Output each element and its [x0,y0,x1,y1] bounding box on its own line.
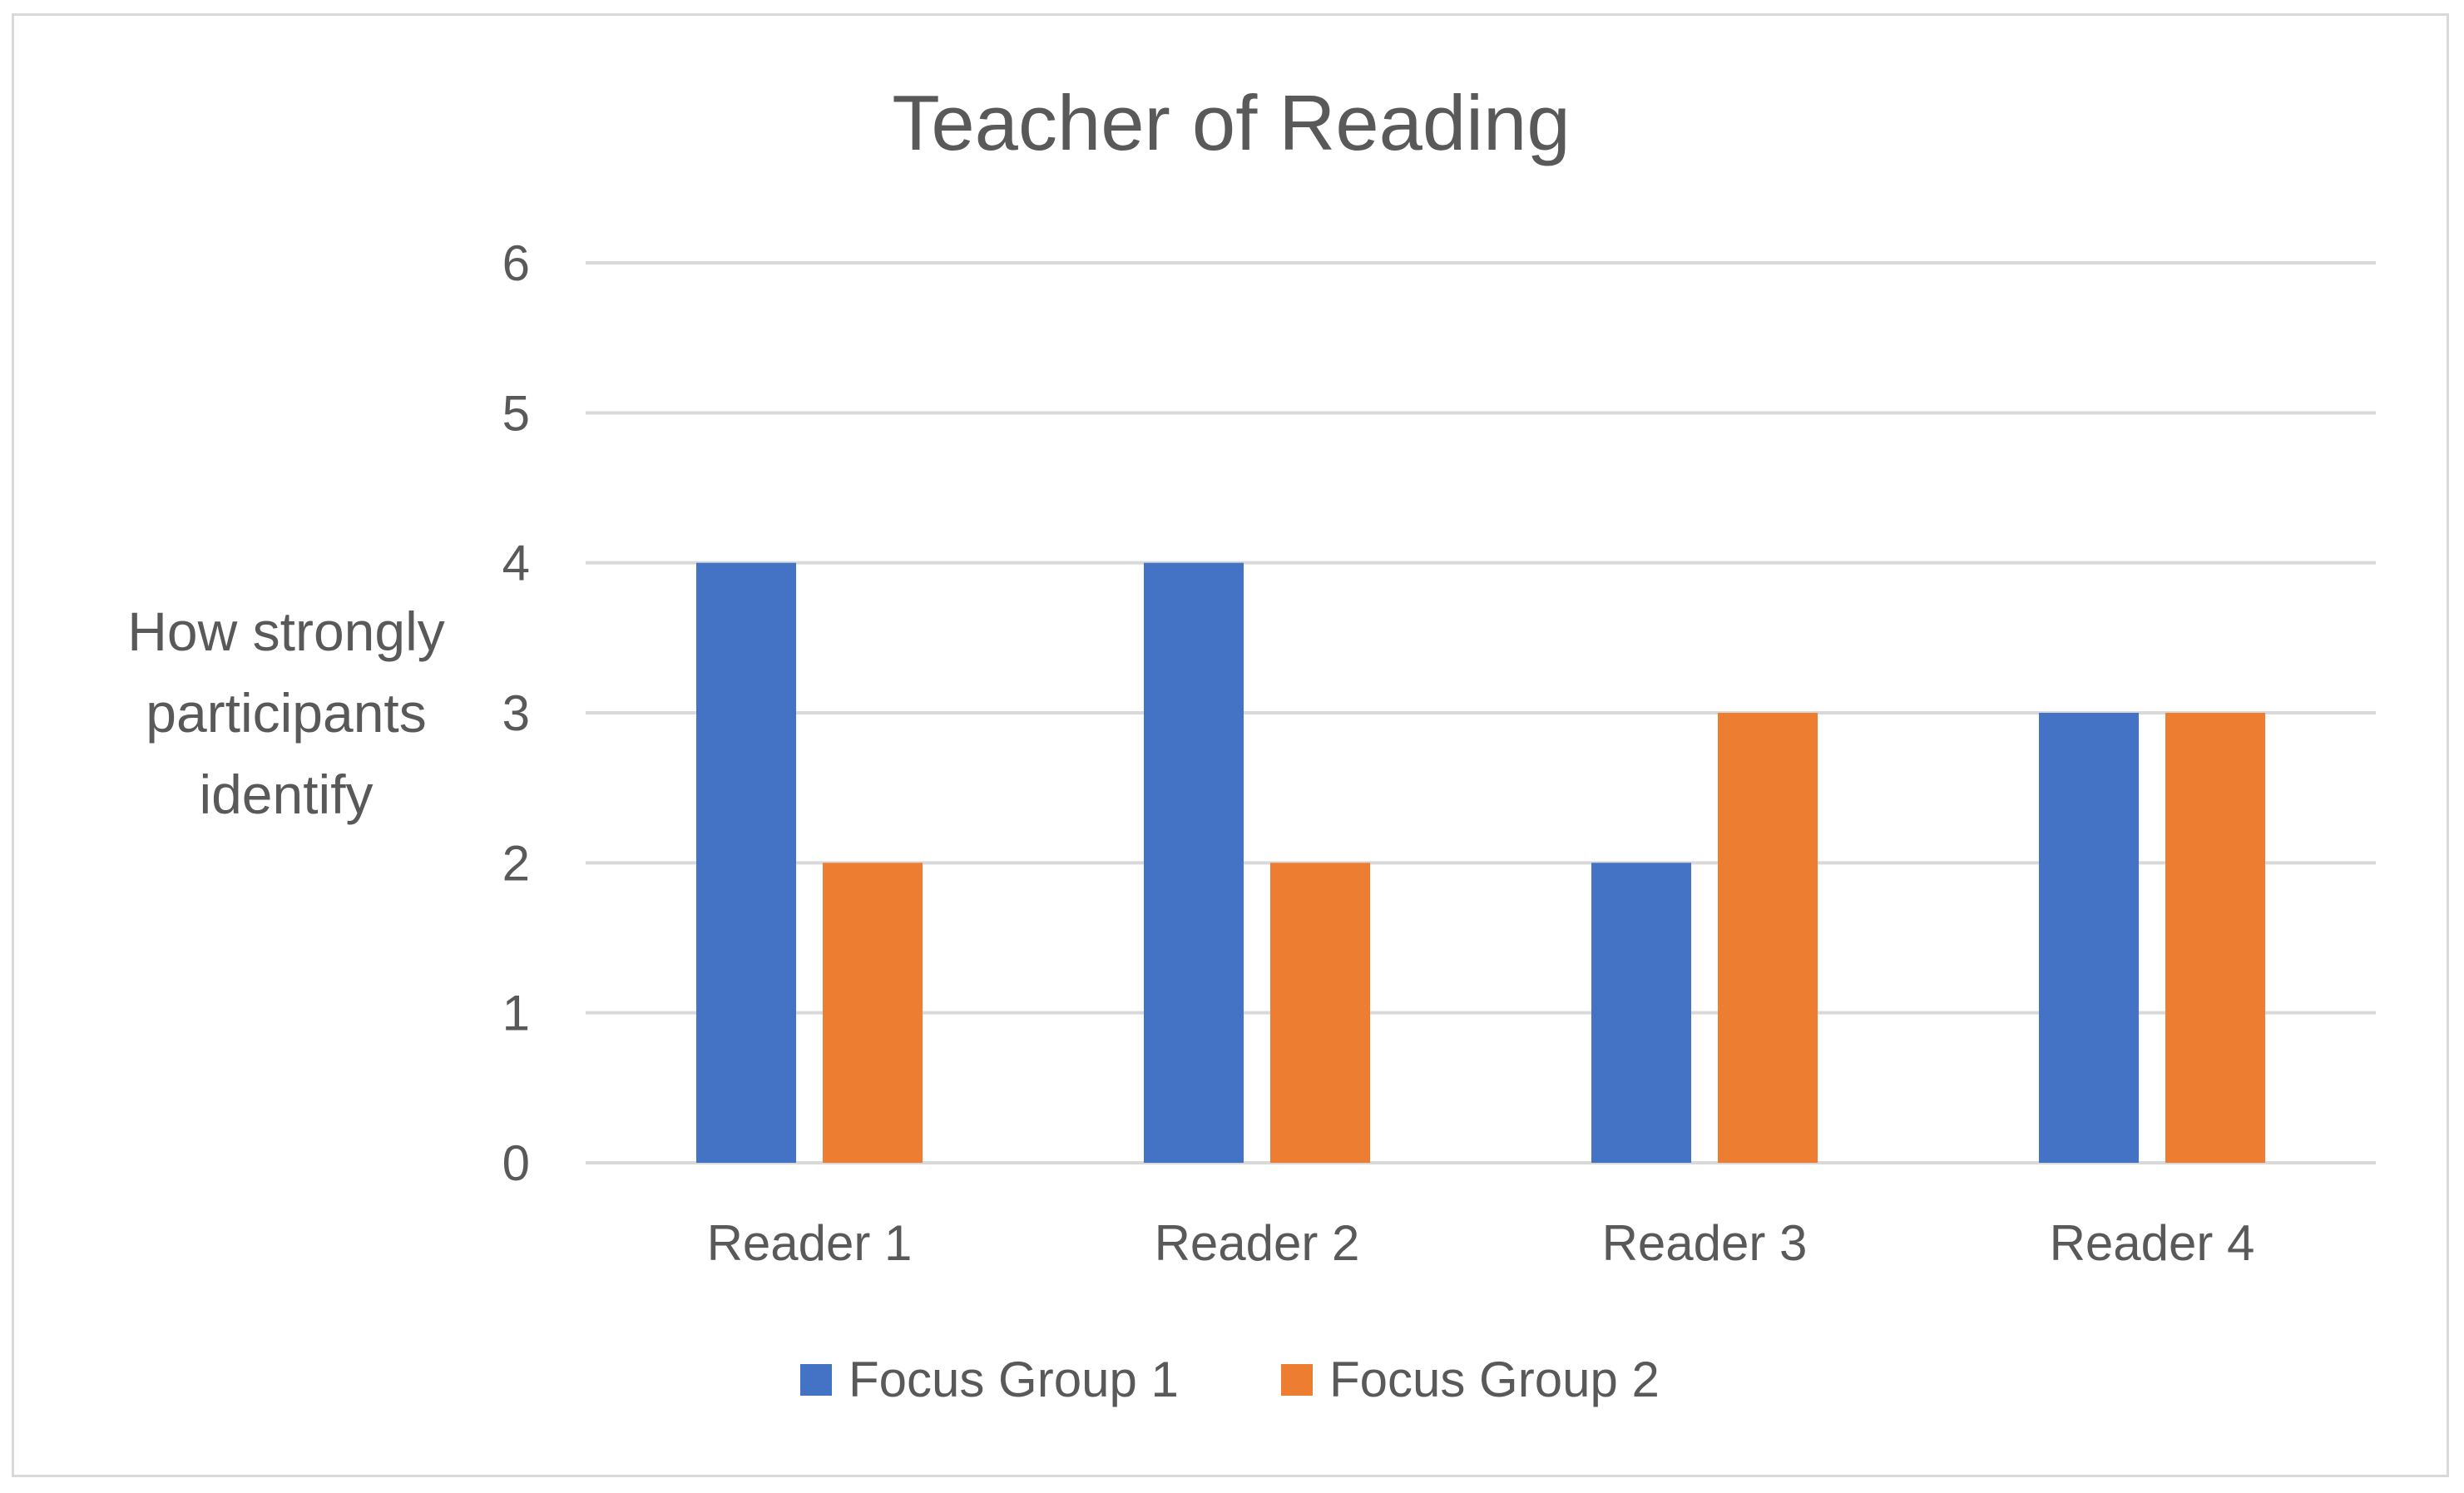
y-tick-label: 5 [502,385,530,441]
x-tick-label: Reader 1 [707,1215,913,1271]
y-tick-label: 0 [502,1135,530,1191]
bar-2-2 [1270,863,1370,1163]
x-tick-label: Reader 2 [1155,1215,1360,1271]
y-tick-label: 2 [502,835,530,891]
legend-swatch [800,1364,832,1396]
bar-1-2 [1144,562,1244,1163]
legend-label: Focus Group 1 [849,1352,1179,1407]
y-tick-label: 6 [502,235,530,291]
legend: Focus Group 1 Focus Group 2 [800,1352,1660,1407]
y-tick-label: 1 [502,986,530,1041]
y-tick-label: 4 [502,536,530,591]
bar-2-4 [2165,713,2265,1163]
bar-1-3 [1591,863,1691,1163]
bar-1-1 [696,562,796,1163]
y-axis-label-line: identify [199,764,373,825]
y-tick-labels: 0 1 2 3 4 5 6 [502,235,530,1191]
chart-title: Teacher of Reading [892,79,1570,166]
legend-swatch [1281,1364,1313,1396]
bars [696,562,2265,1163]
bar-2-1 [823,863,923,1163]
y-axis-label-line: participants [146,682,427,744]
y-axis-label-line: How strongly [127,601,444,662]
x-tick-label: Reader 4 [2050,1215,2255,1271]
bar-1-4 [2039,713,2139,1163]
y-tick-label: 3 [502,685,530,741]
legend-label: Focus Group 2 [1329,1352,1660,1407]
y-axis-label: How strongly participants identify [127,601,444,825]
bar-2-3 [1718,713,1818,1163]
x-tick-labels: Reader 1 Reader 2 Reader 3 Reader 4 [707,1215,2255,1271]
x-tick-label: Reader 3 [1602,1215,1808,1271]
